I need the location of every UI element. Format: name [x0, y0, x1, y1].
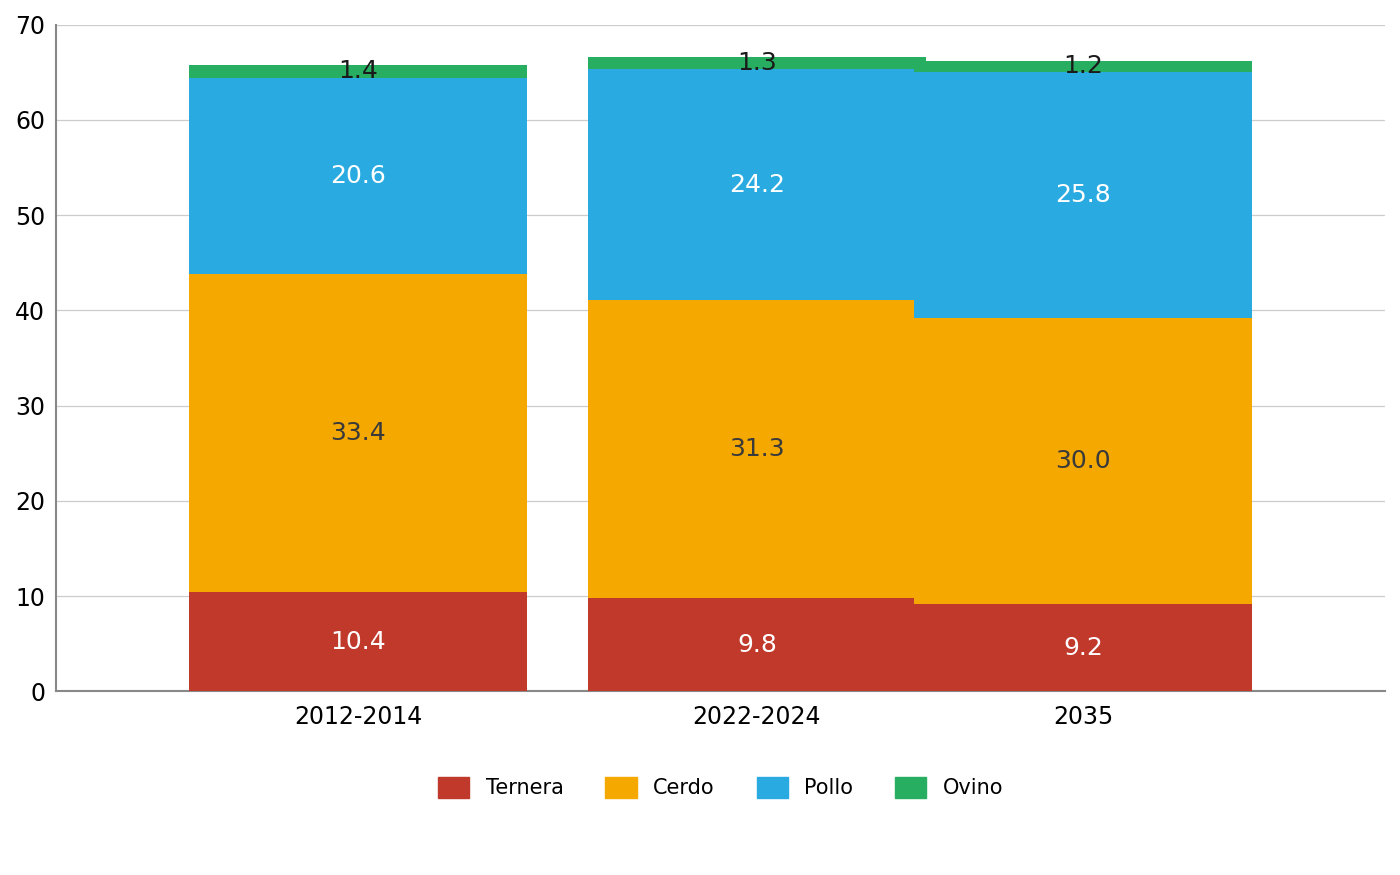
Text: 1.2: 1.2	[1063, 54, 1103, 79]
Bar	[914, 318, 1252, 604]
Bar	[588, 598, 925, 691]
Text: 9.2: 9.2	[1063, 635, 1103, 660]
Text: 31.3: 31.3	[729, 437, 785, 461]
Text: 1.3: 1.3	[736, 51, 777, 75]
Text: 33.4: 33.4	[330, 421, 386, 445]
Text: 30.0: 30.0	[1056, 449, 1110, 472]
Bar	[189, 274, 528, 592]
Bar	[914, 60, 1252, 72]
Bar	[588, 69, 925, 300]
Text: 25.8: 25.8	[1056, 183, 1112, 207]
Text: 1.4: 1.4	[339, 60, 378, 83]
Bar	[588, 57, 925, 69]
Bar	[914, 604, 1252, 691]
Bar	[588, 300, 925, 598]
Text: 24.2: 24.2	[729, 172, 785, 197]
Bar	[189, 592, 528, 691]
Bar	[914, 72, 1252, 318]
Legend: Ternera, Cerdo, Pollo, Ovino: Ternera, Cerdo, Pollo, Ovino	[430, 768, 1012, 807]
Bar	[189, 65, 528, 78]
Text: 9.8: 9.8	[736, 633, 777, 656]
Bar	[189, 78, 528, 274]
Text: 10.4: 10.4	[330, 630, 386, 654]
Text: 20.6: 20.6	[330, 164, 386, 188]
